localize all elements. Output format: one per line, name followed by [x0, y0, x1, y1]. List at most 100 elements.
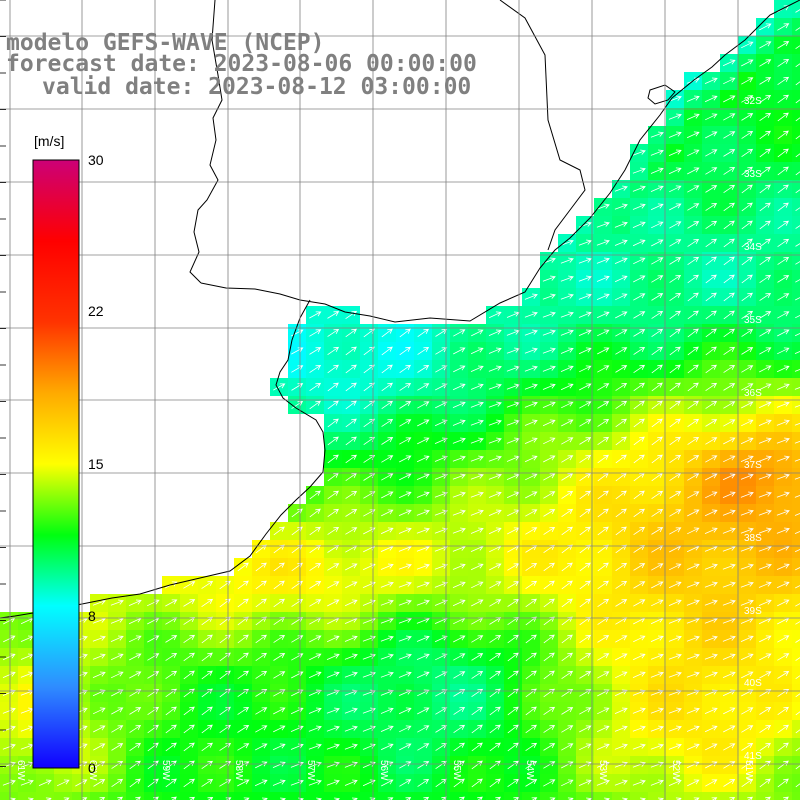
wind-arrow	[777, 202, 789, 212]
wind-arrow	[111, 707, 124, 715]
wind-arrow	[632, 707, 646, 714]
wind-arrow	[56, 779, 70, 787]
speed-cell	[792, 396, 800, 414]
wind-arrow	[650, 185, 664, 192]
wind-arrow	[777, 706, 789, 716]
wind-arrow	[705, 131, 718, 139]
wind-arrow	[2, 725, 16, 732]
wind-arrow	[686, 563, 700, 570]
wind-arrow	[632, 167, 646, 174]
wind-arrow	[561, 526, 573, 536]
speed-cell	[558, 792, 576, 800]
wind-arrow	[398, 653, 412, 660]
wind-arrow	[579, 526, 591, 536]
wind-arrow	[92, 635, 106, 642]
wind-arrow	[759, 635, 772, 643]
wind-arrow	[525, 742, 538, 752]
wind-arrow	[614, 257, 628, 264]
speed-cell	[792, 72, 800, 90]
wind-arrow	[722, 563, 736, 570]
wind-arrow	[759, 23, 772, 31]
wind-arrow	[650, 653, 664, 660]
wind-arrow	[759, 742, 771, 752]
wind-arrow	[741, 95, 754, 103]
wind-arrow	[632, 743, 646, 750]
wind-arrow	[543, 526, 556, 535]
speed-cell	[792, 702, 800, 720]
speed-cell	[684, 792, 702, 800]
wind-arrow	[417, 365, 430, 373]
wind-arrow	[704, 671, 718, 678]
wind-arrow	[651, 454, 663, 464]
wind-arrow	[740, 509, 754, 516]
wind-arrow	[273, 634, 286, 643]
speed-cell	[594, 792, 612, 800]
wind-arrow	[777, 238, 790, 248]
wind-arrow	[650, 725, 664, 732]
wind-arrow	[543, 743, 556, 751]
wind-arrow	[723, 202, 735, 212]
speed-cell	[702, 792, 720, 800]
wind-arrow	[513, 796, 520, 800]
wind-arrow	[291, 562, 303, 572]
speed-cell	[792, 234, 800, 252]
wind-arrow	[434, 599, 448, 606]
wind-arrow	[722, 671, 736, 678]
wind-arrow	[759, 256, 771, 266]
wind-arrow	[686, 707, 700, 714]
wind-arrow	[507, 598, 520, 607]
wind-arrow	[255, 544, 267, 554]
wind-arrow	[651, 563, 664, 571]
wind-arrow	[741, 778, 753, 788]
wind-arrow	[561, 598, 573, 608]
wind-arrow	[668, 167, 682, 175]
wind-arrow	[705, 328, 717, 338]
wind-arrow	[687, 382, 699, 392]
wind-arrow	[261, 797, 268, 800]
wind-arrow	[453, 635, 466, 643]
wind-arrow	[207, 797, 214, 800]
wind-arrow	[741, 743, 754, 751]
wind-arrow	[777, 112, 789, 122]
wind-arrow	[759, 112, 772, 122]
wind-arrow	[777, 76, 790, 86]
wind-arrow	[273, 580, 285, 590]
wind-arrow	[524, 329, 538, 336]
wind-arrow	[723, 184, 736, 194]
wind-arrow	[327, 563, 340, 571]
wind-arrow	[416, 491, 430, 498]
wind-arrow	[452, 383, 466, 391]
wind-arrow	[309, 562, 322, 571]
wind-arrow	[777, 41, 790, 49]
wind-arrow	[309, 329, 322, 337]
wind-arrow	[795, 81, 800, 86]
speed-cell	[144, 792, 162, 800]
wind-arrow	[633, 635, 646, 643]
wind-arrow	[381, 418, 394, 427]
wind-arrow	[345, 436, 357, 446]
wind-arrow	[651, 346, 663, 356]
wind-arrow	[255, 761, 268, 769]
wind-arrow	[632, 239, 646, 247]
wind-arrow	[579, 562, 591, 572]
wind-arrow	[20, 779, 34, 786]
wind-arrow	[704, 581, 718, 588]
wind-arrow	[183, 688, 195, 698]
wind-arrow	[291, 635, 304, 643]
wind-arrow	[705, 202, 718, 211]
speed-cell	[756, 792, 774, 800]
wind-arrow	[309, 311, 322, 319]
wind-arrow	[2, 707, 16, 714]
wind-arrow	[507, 634, 519, 644]
wind-arrow	[291, 365, 304, 373]
wind-arrow	[327, 436, 339, 446]
wind-arrow	[326, 725, 340, 732]
wind-arrow	[453, 347, 466, 355]
wind-arrow	[488, 509, 502, 516]
wind-arrow	[525, 491, 538, 499]
wind-arrow	[633, 490, 645, 500]
wind-arrow	[561, 508, 574, 518]
speed-cell	[792, 594, 800, 612]
wind-arrow	[632, 221, 646, 228]
